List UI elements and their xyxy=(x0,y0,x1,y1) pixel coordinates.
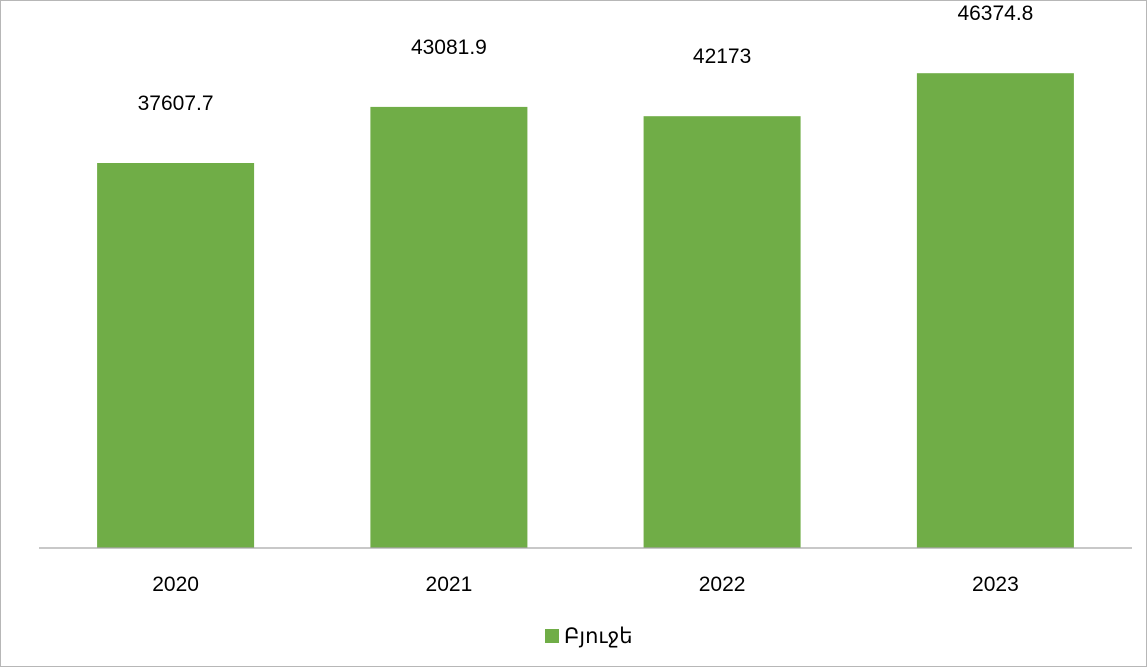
x-tick-label-2021: 2021 xyxy=(426,573,473,596)
x-tick-label-2022: 2022 xyxy=(699,573,746,596)
data-label-2023: 46374.8 xyxy=(957,2,1033,25)
bars-layer xyxy=(97,73,1074,549)
x-tick-label-2023: 2023 xyxy=(972,573,1019,596)
bar-2023 xyxy=(916,73,1074,548)
data-labels-layer: 37607.7 43081.9 42173 46374.8 xyxy=(138,2,1034,115)
data-label-2022: 42173 xyxy=(693,45,751,68)
legend: Բյուջե xyxy=(545,625,633,648)
data-label-2021: 43081.9 xyxy=(411,36,487,59)
legend-label-budget: Բյուջե xyxy=(564,625,633,648)
x-tick-labels: 2020 2021 2022 2023 xyxy=(152,573,1019,596)
bar-2020 xyxy=(97,163,255,548)
data-label-2020: 37607.7 xyxy=(138,92,214,115)
legend-swatch-budget xyxy=(545,629,559,643)
bar-2021 xyxy=(370,106,528,549)
bar-2022 xyxy=(643,116,801,548)
x-tick-label-2020: 2020 xyxy=(152,573,199,596)
